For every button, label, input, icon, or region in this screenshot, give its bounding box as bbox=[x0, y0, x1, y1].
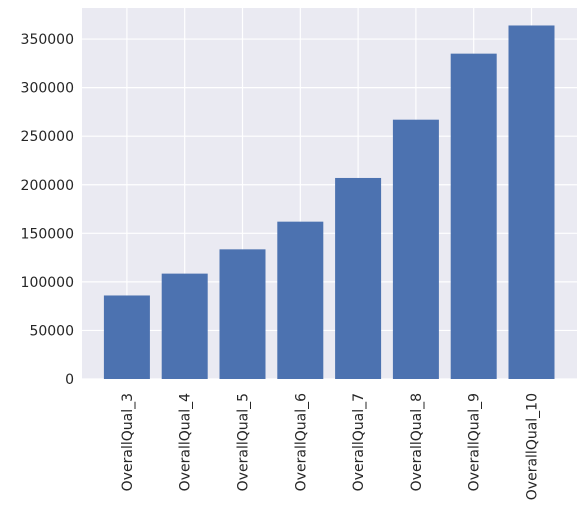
x-tick-label: OverallQual_7 bbox=[351, 393, 367, 491]
bar-overallqual-6 bbox=[277, 221, 324, 379]
bar-overallqual-5 bbox=[219, 249, 266, 379]
x-tick-label: OverallQual_5 bbox=[236, 393, 252, 491]
x-tick-label: OverallQual_10 bbox=[525, 393, 541, 500]
bar-overallqual-3 bbox=[103, 295, 150, 379]
y-tick-label: 200000 bbox=[21, 178, 74, 194]
y-tick-label: 50000 bbox=[29, 323, 74, 339]
y-tick-label: 100000 bbox=[21, 275, 74, 291]
x-tick-label: OverallQual_4 bbox=[178, 393, 194, 491]
bar-overallqual-10 bbox=[508, 25, 555, 379]
x-tick-label: OverallQual_8 bbox=[409, 393, 425, 491]
y-axis: 0 50000 100000 150000 200000 250000 300000 3500… bbox=[21, 32, 74, 388]
x-axis: OverallQual_3 OverallQual_4 OverallQual_5 O… bbox=[120, 393, 541, 500]
plot-area bbox=[82, 8, 577, 379]
x-tick-label: OverallQual_3 bbox=[120, 393, 136, 491]
bar-overallqual-9 bbox=[450, 53, 497, 379]
y-tick-label: 150000 bbox=[21, 226, 74, 242]
bar-overallqual-8 bbox=[392, 119, 439, 380]
x-tick-label: OverallQual_6 bbox=[293, 393, 309, 491]
bar-overallqual-4 bbox=[161, 273, 208, 379]
bar-overallqual-7 bbox=[335, 177, 382, 379]
bars bbox=[103, 25, 555, 380]
y-tick-label: 0 bbox=[65, 372, 74, 388]
y-tick-label: 300000 bbox=[21, 81, 74, 97]
y-tick-label: 250000 bbox=[21, 129, 74, 145]
y-tick-label: 350000 bbox=[21, 32, 74, 48]
x-tick-label: OverallQual_9 bbox=[467, 393, 483, 491]
